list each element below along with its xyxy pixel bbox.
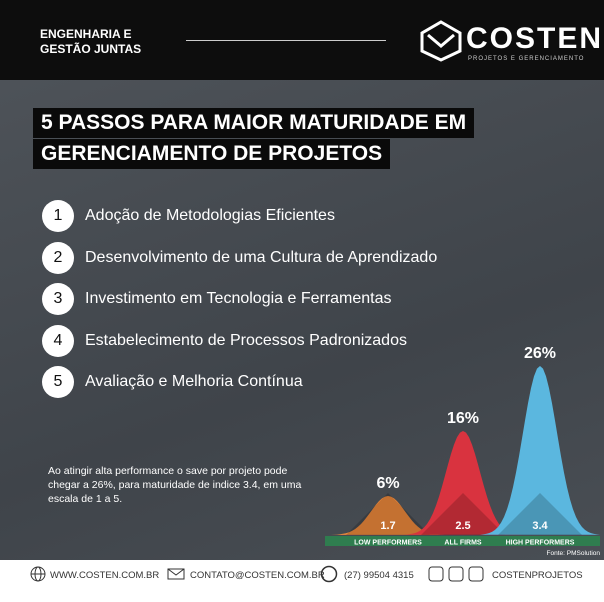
maturity-label: 1.7 — [380, 520, 395, 532]
step-number: 1 — [42, 200, 74, 232]
step-number: 4 — [42, 324, 74, 357]
site: WWW.COSTEN.COM.BR — [50, 570, 160, 581]
logo-icon — [420, 20, 462, 62]
footer — [0, 560, 604, 602]
divider — [186, 40, 386, 41]
whatsapp-icon — [320, 565, 338, 583]
bell-curve — [480, 366, 600, 535]
category-label: HIGH PERFORMERS — [506, 540, 575, 547]
bell-inner — [498, 493, 582, 535]
category-label: ALL FIRMS — [444, 540, 482, 547]
maturity-label: 2.5 — [455, 520, 470, 532]
step-text: Investimento em Tecnologia e Ferramentas — [85, 290, 392, 307]
step-number: 2 — [42, 241, 74, 274]
bell-curve — [403, 431, 523, 535]
step-text: Desenvolvimento de uma Cultura de Aprend… — [85, 248, 438, 266]
value-label: 26% — [524, 345, 556, 362]
category-strip — [325, 536, 600, 546]
email: CONTATO@COSTEN.COM.BR — [190, 570, 325, 581]
social-icons — [428, 566, 484, 582]
phone: (27) 99504 4315 — [344, 570, 414, 581]
step-text: Avaliação e Melhoria Contínua — [85, 373, 303, 390]
step-text: Adoção de Metodologias Eficientes — [85, 207, 335, 224]
value-label: 6% — [376, 475, 399, 492]
maturity-label: 3.4 — [532, 520, 548, 532]
step-number: 3 — [42, 283, 74, 315]
title: GERENCIAMENTO DE PROJETOS — [33, 139, 391, 169]
title: 5 PASSOS PARA MAIOR MATURIDADE EM — [33, 108, 475, 138]
value-label: 16% — [447, 410, 479, 427]
globe-icon — [30, 566, 46, 582]
bell-inner — [421, 493, 505, 535]
bell-inner — [346, 493, 430, 535]
brand-sub: PROJETOS E GERENCIAMENTO — [468, 56, 585, 62]
source: Fonte: PMSolution — [547, 550, 601, 557]
chart: 1.7 6% 2.5 16% 3.4 26% LOW PERFORMERS ALL FIRMS… — [325, 345, 601, 557]
tagline: ENGENHARIA E — [40, 27, 132, 41]
category-label: LOW PERFORMERS — [354, 540, 422, 547]
bell-curve — [328, 496, 448, 535]
step-number: 5 — [42, 366, 74, 398]
note: Ao atingir alta performance o save por p… — [48, 465, 302, 505]
brand: COSTEN — [466, 22, 604, 55]
step-text: Estabelecimento de Processos Padronizado… — [85, 331, 407, 349]
mail-icon — [167, 568, 185, 580]
tagline: GESTÃO JUNTAS — [40, 42, 142, 56]
social: COSTENPROJETOS — [492, 570, 583, 581]
